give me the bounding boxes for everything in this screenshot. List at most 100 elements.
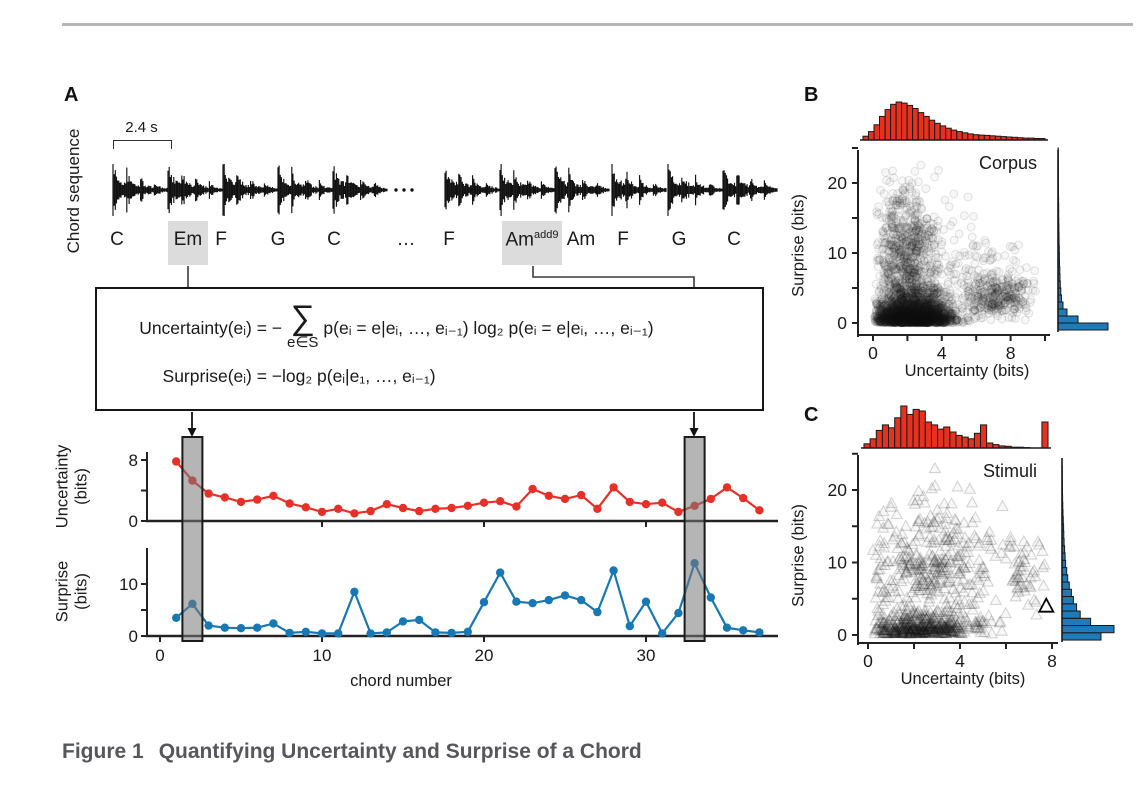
scatter-point-circle — [903, 311, 913, 321]
scatter-point-circle — [875, 309, 885, 319]
scatter-point-circle — [1029, 276, 1039, 286]
corpus_scatter-top-histogram-bar — [967, 133, 974, 141]
scatter-point-circle — [898, 308, 907, 317]
scatter-point-circle — [908, 296, 918, 306]
scatter-point-circle — [890, 317, 899, 327]
scatter-point-circle — [908, 309, 918, 319]
scatter-point-circle — [897, 308, 907, 318]
scatter-point-circle — [879, 318, 889, 327]
scatter-point-circle — [933, 221, 943, 231]
scatter-point-circle — [884, 312, 894, 322]
scatter-point-circle — [922, 317, 932, 327]
scatter-point-circle — [920, 306, 930, 316]
scatter-point-circle — [912, 302, 922, 312]
scatter-point-circle — [912, 309, 922, 319]
scatter-point-circle — [931, 300, 941, 310]
scatter-point-circle — [891, 312, 901, 322]
scatter-point-circle — [954, 316, 964, 326]
scatter-point-circle — [922, 308, 932, 318]
scatter-point-circle — [976, 313, 986, 323]
scatter-point-circle — [913, 317, 923, 327]
scatter-point-circle — [939, 316, 949, 326]
scatter-point-circle — [913, 317, 923, 327]
scatter-point-circle — [934, 304, 944, 314]
scatter-point-circle — [924, 313, 934, 323]
scatter-point-circle — [906, 307, 916, 317]
scatter-point-circle — [936, 317, 946, 327]
scatter-point-circle — [930, 317, 940, 327]
scatter-point-circle — [900, 311, 910, 321]
scatter-point-circle — [928, 310, 938, 320]
scatter-point-circle — [925, 312, 935, 322]
scatter-point-circle — [921, 284, 931, 294]
scatter-point-circle — [939, 287, 949, 297]
scatter-point-circle — [981, 238, 991, 248]
scatter-point-circle — [919, 317, 929, 327]
scatter-point-circle — [906, 285, 916, 295]
scatter-point-circle — [906, 316, 916, 326]
scatter-point-circle — [903, 309, 913, 319]
scatter-point-circle — [928, 312, 938, 322]
scatter-point-circle — [907, 309, 917, 319]
scatter-point-circle — [913, 300, 923, 310]
scatter-point-circle — [904, 303, 914, 312]
scatter-point-circle — [951, 316, 960, 326]
scatter-point-circle — [881, 311, 891, 321]
scatter-point-circle — [890, 316, 900, 326]
scatter-point-circle — [886, 299, 896, 309]
stimuli_scatter-right-histogram-bar — [1061, 617, 1092, 627]
scatter-point-circle — [886, 315, 896, 325]
scatter-point-circle — [945, 309, 955, 319]
scatter-point-circle — [900, 305, 909, 315]
scatter-point-circle — [876, 304, 886, 314]
scatter-point-circle — [891, 317, 901, 327]
waveform-gap-dots — [410, 188, 414, 192]
scatter-point-circle — [882, 317, 892, 327]
scatter-point-circle — [930, 172, 940, 182]
scatter-point-circle — [911, 318, 921, 327]
scatter-point-circle — [972, 273, 982, 283]
scatter-point-circle — [915, 311, 925, 321]
scatter-point-circle — [924, 311, 933, 321]
scatter-point-circle — [896, 297, 906, 307]
scatter-point-circle — [881, 317, 891, 327]
scatter-point-circle — [900, 311, 910, 321]
scatter-point-circle — [902, 304, 912, 314]
scatter-point-circle — [882, 313, 892, 323]
surprise_line-data-point — [431, 628, 440, 637]
scatter-point-circle — [897, 306, 907, 316]
scatter-point-circle — [923, 315, 933, 325]
scatter-point-circle — [878, 313, 888, 323]
scatter-point-circle — [883, 310, 893, 320]
scatter-point-circle — [911, 290, 921, 300]
scatter-point-circle — [917, 309, 927, 319]
stimuli_scatter-top-histogram-bar — [869, 438, 877, 449]
scatter-point-circle — [915, 313, 925, 323]
scatter-point-circle — [910, 314, 920, 324]
scatter-point-circle — [884, 283, 894, 293]
scatter-point-circle — [924, 308, 934, 318]
scatter-point-circle — [881, 316, 891, 326]
scatter-point-circle — [927, 300, 936, 310]
scatter-point-circle — [903, 317, 913, 327]
scatter-point-circle — [911, 315, 921, 325]
scatter-point-circle — [916, 317, 926, 327]
scatter-point-circle — [896, 312, 905, 322]
scatter-point-circle — [873, 302, 883, 312]
stimuli_scatter-top-histogram-bar — [888, 427, 896, 449]
scatter-point-circle — [905, 300, 915, 309]
uncertainty_line-data-point — [706, 494, 715, 504]
scatter-point-circle — [897, 309, 907, 319]
scatter-point-circle — [917, 313, 927, 322]
scatter-point-circle — [926, 306, 936, 316]
stimuli_scatter-right-histogram-bar — [1061, 596, 1074, 605]
scatter-point-circle — [893, 305, 903, 315]
scatter-point-circle — [913, 295, 923, 305]
scatter-point-circle — [909, 316, 919, 326]
scatter-point-circle — [924, 318, 934, 327]
uncertainty_line-data-point — [334, 504, 343, 513]
scatter-point-circle — [934, 314, 944, 324]
scatter-point-circle — [891, 315, 901, 325]
scatter-point-circle — [906, 314, 916, 324]
scatter-point-circle — [875, 307, 884, 317]
